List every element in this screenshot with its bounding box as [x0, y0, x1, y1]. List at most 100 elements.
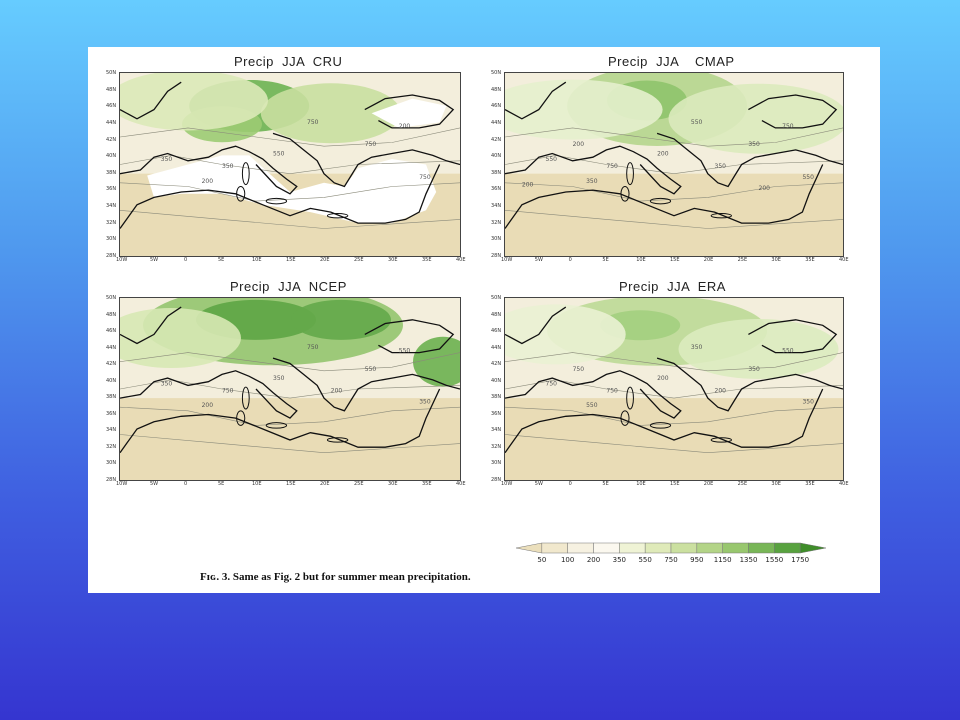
y-tick-label: 28N: [491, 253, 502, 259]
coastline: [505, 164, 824, 229]
island: [626, 386, 634, 410]
coastline: [364, 94, 455, 129]
colorbar-label: 1750: [791, 556, 810, 564]
y-tick-label: 48N: [106, 86, 117, 93]
y-tick-label: 36N: [491, 186, 502, 193]
black-sea-mask: [371, 98, 447, 128]
x-tick-label: 40E: [839, 257, 849, 263]
island: [326, 437, 349, 443]
x-tick-label: 35E: [422, 481, 432, 487]
contour-label: 750: [546, 380, 558, 387]
y-tick-label: 32N: [491, 443, 502, 450]
contour-line: [120, 210, 460, 229]
coastline: [120, 370, 298, 419]
y-tick-label: 42N: [106, 361, 117, 368]
x-tick-label: 10W: [116, 481, 128, 487]
contour-label: 750: [307, 344, 319, 351]
contour-label: 350: [691, 344, 703, 351]
map-panel-ncep: 750 350 200 550 350 750 550 350 200: [119, 297, 461, 481]
contour-label: 200: [522, 181, 534, 188]
x-tick-label: 5E: [602, 257, 609, 263]
precip-zone: [505, 304, 626, 365]
x-tick-label: 10W: [116, 257, 128, 263]
figure-image: Precip JJA CRU 750 350 200 750 550 350 200 750 …: [88, 47, 880, 593]
y-tick-label: 46N: [491, 328, 502, 335]
island: [710, 437, 732, 443]
colorbar-label: 50: [537, 556, 547, 564]
y-tick-label: 40N: [106, 153, 117, 160]
contour-label: 550: [586, 402, 598, 409]
y-tick-label: 28N: [491, 477, 502, 483]
colorbar: [516, 542, 826, 554]
colorbar-swatch: [774, 542, 801, 554]
colorbar-label: 550: [638, 556, 652, 564]
y-tick-label: 44N: [106, 344, 117, 351]
coastline: [505, 388, 824, 454]
x-tick-label: 15E: [670, 257, 680, 263]
x-tick-label: 5W: [534, 257, 543, 263]
coastline: [120, 306, 182, 345]
y-tick-label: 44N: [491, 119, 502, 126]
panel-title-era: Precip JJA ERA: [619, 279, 726, 294]
y-tick-label: 50N: [106, 70, 117, 76]
coastline: [272, 357, 460, 412]
x-tick-label: 5E: [218, 481, 225, 487]
precip-zone: [678, 318, 839, 379]
contour-label: 350: [161, 380, 173, 387]
contour-label: 350: [715, 163, 727, 170]
y-tick-label: 44N: [106, 119, 117, 126]
island: [710, 213, 732, 219]
contour-label: 200: [759, 185, 771, 192]
y-tick-label: 38N: [491, 169, 502, 176]
contour-label: 200: [202, 402, 214, 409]
y-tick-label: 40N: [491, 377, 502, 384]
contour-label: 750: [782, 123, 794, 130]
land-south: [120, 398, 460, 480]
y-tick-label: 48N: [491, 86, 502, 93]
land-south: [505, 398, 843, 480]
y-tick-label: 46N: [491, 103, 502, 110]
x-tick-label: 10E: [252, 257, 262, 263]
precip-zone: [505, 79, 663, 140]
contour-line: [120, 434, 460, 454]
colorbar-swatch: [799, 542, 826, 554]
y-tick-label: 34N: [106, 427, 117, 434]
y-tick-label: 50N: [491, 295, 502, 301]
island: [326, 213, 349, 219]
contour-label: 350: [419, 399, 431, 406]
contour-line: [120, 352, 460, 372]
y-tick-label: 30N: [106, 460, 117, 467]
x-tick-label: 30E: [771, 481, 781, 487]
y-tick-label: 42N: [491, 361, 502, 368]
map-graphic-cmap: 550 550 350 350 200 750 750 550 350 200 200 200: [505, 73, 843, 256]
y-tick-label: 34N: [491, 203, 502, 210]
coastline: [272, 132, 460, 188]
map-panel-cru: 750 350 200 750 550 350 200 750: [119, 72, 461, 257]
contour-line: [120, 127, 460, 147]
contour-label: 350: [222, 163, 234, 170]
y-tick-label: 28N: [106, 253, 117, 259]
x-tick-label: 30E: [388, 257, 398, 263]
contour-line: [505, 155, 843, 175]
coastline: [364, 319, 455, 354]
colorbar-swatch: [644, 542, 672, 554]
contour-label: 350: [748, 366, 760, 373]
x-tick-label: 20E: [320, 481, 330, 487]
coastline: [748, 94, 838, 129]
contour-label: 550: [546, 156, 558, 163]
y-tick-label: 44N: [491, 344, 502, 351]
contour-label: 750: [307, 119, 319, 126]
x-tick-label: 5W: [150, 481, 159, 487]
island: [626, 162, 634, 186]
x-tick-label: 25E: [354, 257, 364, 263]
map-panel-era: 350 750 550 350 200 750 550 350 200 750: [504, 297, 844, 481]
contour-line: [505, 379, 843, 399]
contour-label: 350: [161, 156, 173, 163]
contour-label: 200: [657, 150, 669, 157]
y-tick-label: 48N: [491, 311, 502, 318]
precip-zone: [120, 308, 241, 369]
island: [649, 422, 672, 429]
contour-label: 550: [691, 119, 703, 126]
y-tick-label: 34N: [106, 203, 117, 210]
x-tick-label: 25E: [737, 257, 748, 263]
